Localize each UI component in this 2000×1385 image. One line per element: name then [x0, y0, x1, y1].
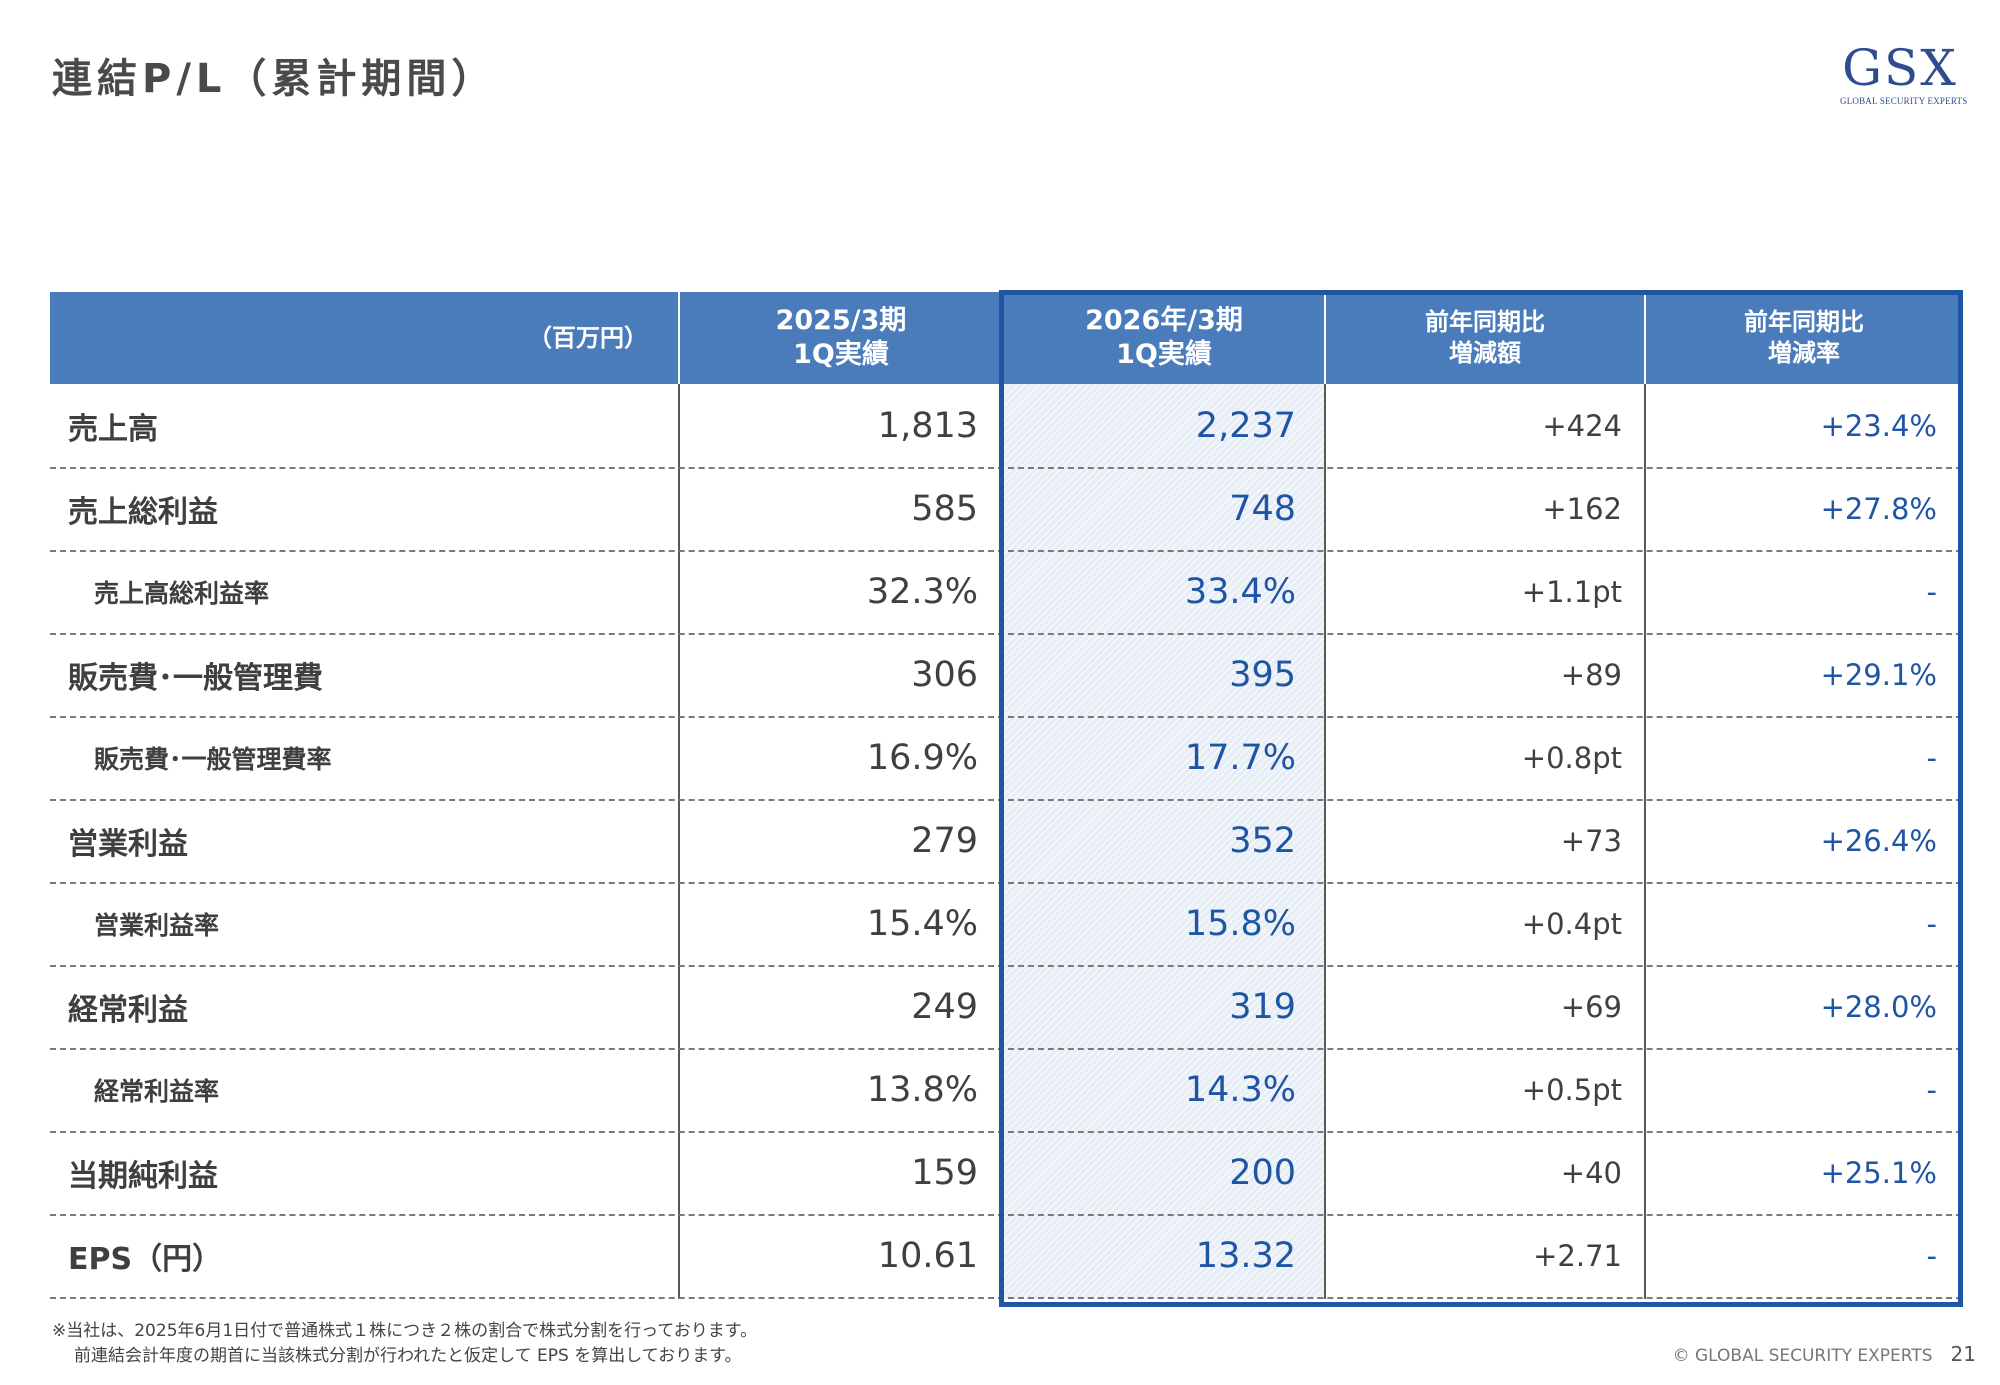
cell-rate: +27.8%: [1820, 491, 1937, 526]
cell-fy25: 32.3%: [866, 571, 978, 612]
unit-text: （百万円）: [528, 324, 648, 352]
page-footer: © GLOBAL SECURITY EXPERTS 21: [1673, 1342, 1976, 1366]
page-number: 21: [1950, 1342, 1976, 1366]
cell-rate: +26.4%: [1820, 823, 1937, 858]
cell-fy25: 16.9%: [866, 737, 978, 778]
header-divider: [1324, 292, 1326, 384]
header-divider: [678, 292, 680, 384]
col-header-fy25-line2: 1Q実績: [793, 339, 889, 370]
col-header-diff: 前年同期比 増減額: [1326, 292, 1644, 384]
table-row: 販売費･一般管理費 306 395 +89 +29.1%: [50, 633, 1962, 718]
col-header-diff-line2: 増減額: [1449, 339, 1521, 367]
cell-diff: +73: [1560, 823, 1622, 858]
row-label: 経常利益: [68, 992, 188, 1028]
cell-rate: -: [1926, 1238, 1937, 1273]
column-divider: [1644, 384, 1646, 1299]
cell-diff: +1.1pt: [1521, 574, 1622, 609]
column-divider: [1324, 384, 1326, 1299]
table-row: EPS（円） 10.61 13.32 +2.71 -: [50, 1214, 1962, 1299]
cell-rate: +29.1%: [1820, 657, 1937, 692]
table-header: （百万円） 2025/3期 1Q実績 2026年/3期 1Q実績 前年同期比 増…: [50, 292, 1962, 384]
page-title: 連結P/L（累計期間）: [52, 56, 497, 102]
logo-subtitle: GLOBAL SECURITY EXPERTS: [1840, 96, 1968, 106]
cell-fy26: 395: [1229, 654, 1296, 695]
cell-fy26: 15.8%: [1184, 903, 1296, 944]
table-row: 営業利益 279 352 +73 +26.4%: [50, 799, 1962, 884]
cell-diff: +162: [1542, 491, 1622, 526]
table-row: 当期純利益 159 200 +40 +25.1%: [50, 1131, 1962, 1216]
cell-diff: +0.8pt: [1521, 740, 1622, 775]
row-label: 売上高総利益率: [94, 578, 270, 608]
cell-fy26: 2,237: [1195, 405, 1296, 446]
cell-fy25: 10.61: [877, 1235, 978, 1276]
cell-fy26: 352: [1229, 820, 1296, 861]
cell-diff: +69: [1560, 989, 1622, 1024]
logo-mark: GSX: [1842, 39, 1958, 97]
row-label: 営業利益率: [94, 910, 220, 940]
row-label: 当期純利益: [68, 1158, 218, 1194]
col-header-rate-line2: 増減率: [1768, 339, 1840, 367]
table-row: 営業利益率 15.4% 15.8% +0.4pt -: [50, 882, 1962, 967]
footnote: ※当社は、2025年6月1日付で普通株式１株につき２株の割合で株式分割を行ってお…: [52, 1319, 757, 1369]
cell-fy26: 319: [1229, 986, 1296, 1027]
column-divider: [678, 384, 680, 1299]
cell-fy25: 585: [911, 488, 978, 529]
table-row: 経常利益率 13.8% 14.3% +0.5pt -: [50, 1048, 1962, 1133]
cell-diff: +89: [1560, 657, 1622, 692]
cell-fy26: 33.4%: [1184, 571, 1296, 612]
row-label: 経常利益率: [94, 1076, 220, 1106]
cell-rate: +23.4%: [1820, 408, 1937, 443]
col-header-fy25: 2025/3期 1Q実績: [680, 292, 1002, 384]
cell-rate: -: [1926, 574, 1937, 609]
col-header-diff-line1: 前年同期比: [1425, 308, 1545, 336]
cell-fy25: 13.8%: [866, 1069, 978, 1110]
row-label: 売上総利益: [68, 494, 218, 530]
table-row: 経常利益 249 319 +69 +28.0%: [50, 965, 1962, 1050]
cell-fy25: 15.4%: [866, 903, 978, 944]
cell-diff: +2.71: [1533, 1238, 1622, 1273]
fy26-highlight: [1004, 384, 1324, 1299]
col-header-fy26-line1: 2026年/3期: [1085, 305, 1243, 336]
row-label: 販売費･一般管理費率: [94, 744, 332, 774]
cell-fy26: 17.7%: [1184, 737, 1296, 778]
cell-rate: +28.0%: [1820, 989, 1937, 1024]
cell-rate: -: [1926, 740, 1937, 775]
cell-fy25: 249: [911, 986, 978, 1027]
col-header-fy26-line2: 1Q実績: [1116, 339, 1212, 370]
header-divider: [1644, 292, 1646, 384]
cell-rate: -: [1926, 1072, 1937, 1107]
cell-diff: +424: [1542, 408, 1622, 443]
unit-label: （百万円）: [50, 292, 678, 384]
cell-fy26: 200: [1229, 1152, 1296, 1193]
cell-fy26: 748: [1229, 488, 1296, 529]
cell-diff: +40: [1560, 1155, 1622, 1190]
gsx-logo: GSX GLOBAL SECURITY EXPERTS: [1840, 39, 1968, 106]
table-row: 販売費･一般管理費率 16.9% 17.7% +0.8pt -: [50, 716, 1962, 801]
cell-fy25: 279: [911, 820, 978, 861]
cell-diff: +0.5pt: [1521, 1072, 1622, 1107]
cell-fy25: 159: [911, 1152, 978, 1193]
footnote-line2: 前連結会計年度の期首に当該株式分割が行われたと仮定して EPS を算出しておりま…: [74, 1346, 742, 1366]
cell-fy26: 14.3%: [1184, 1069, 1296, 1110]
table-row: 売上総利益 585 748 +162 +27.8%: [50, 467, 1962, 552]
cell-fy26: 13.32: [1195, 1235, 1296, 1276]
cell-fy25: 306: [911, 654, 978, 695]
table-row: 売上高総利益率 32.3% 33.4% +1.1pt -: [50, 550, 1962, 635]
cell-rate: +25.1%: [1820, 1155, 1937, 1190]
row-label: EPS（円）: [68, 1241, 223, 1277]
cell-rate: -: [1926, 906, 1937, 941]
copyright: © GLOBAL SECURITY EXPERTS: [1672, 1346, 1933, 1366]
col-header-fy25-line1: 2025/3期: [775, 305, 907, 336]
col-header-rate: 前年同期比 増減率: [1646, 292, 1962, 384]
row-label: 売上高: [68, 411, 158, 447]
col-header-rate-line1: 前年同期比: [1744, 308, 1864, 336]
row-label: 営業利益: [68, 826, 188, 862]
row-label: 販売費･一般管理費: [68, 660, 323, 696]
cell-fy25: 1,813: [877, 405, 978, 446]
cell-diff: +0.4pt: [1521, 906, 1622, 941]
table-row: 売上高 1,813 2,237 +424 +23.4%: [50, 384, 1962, 469]
footnote-line1: ※当社は、2025年6月1日付で普通株式１株につき２株の割合で株式分割を行ってお…: [52, 1321, 758, 1341]
col-header-fy26: 2026年/3期 1Q実績: [1004, 292, 1324, 384]
